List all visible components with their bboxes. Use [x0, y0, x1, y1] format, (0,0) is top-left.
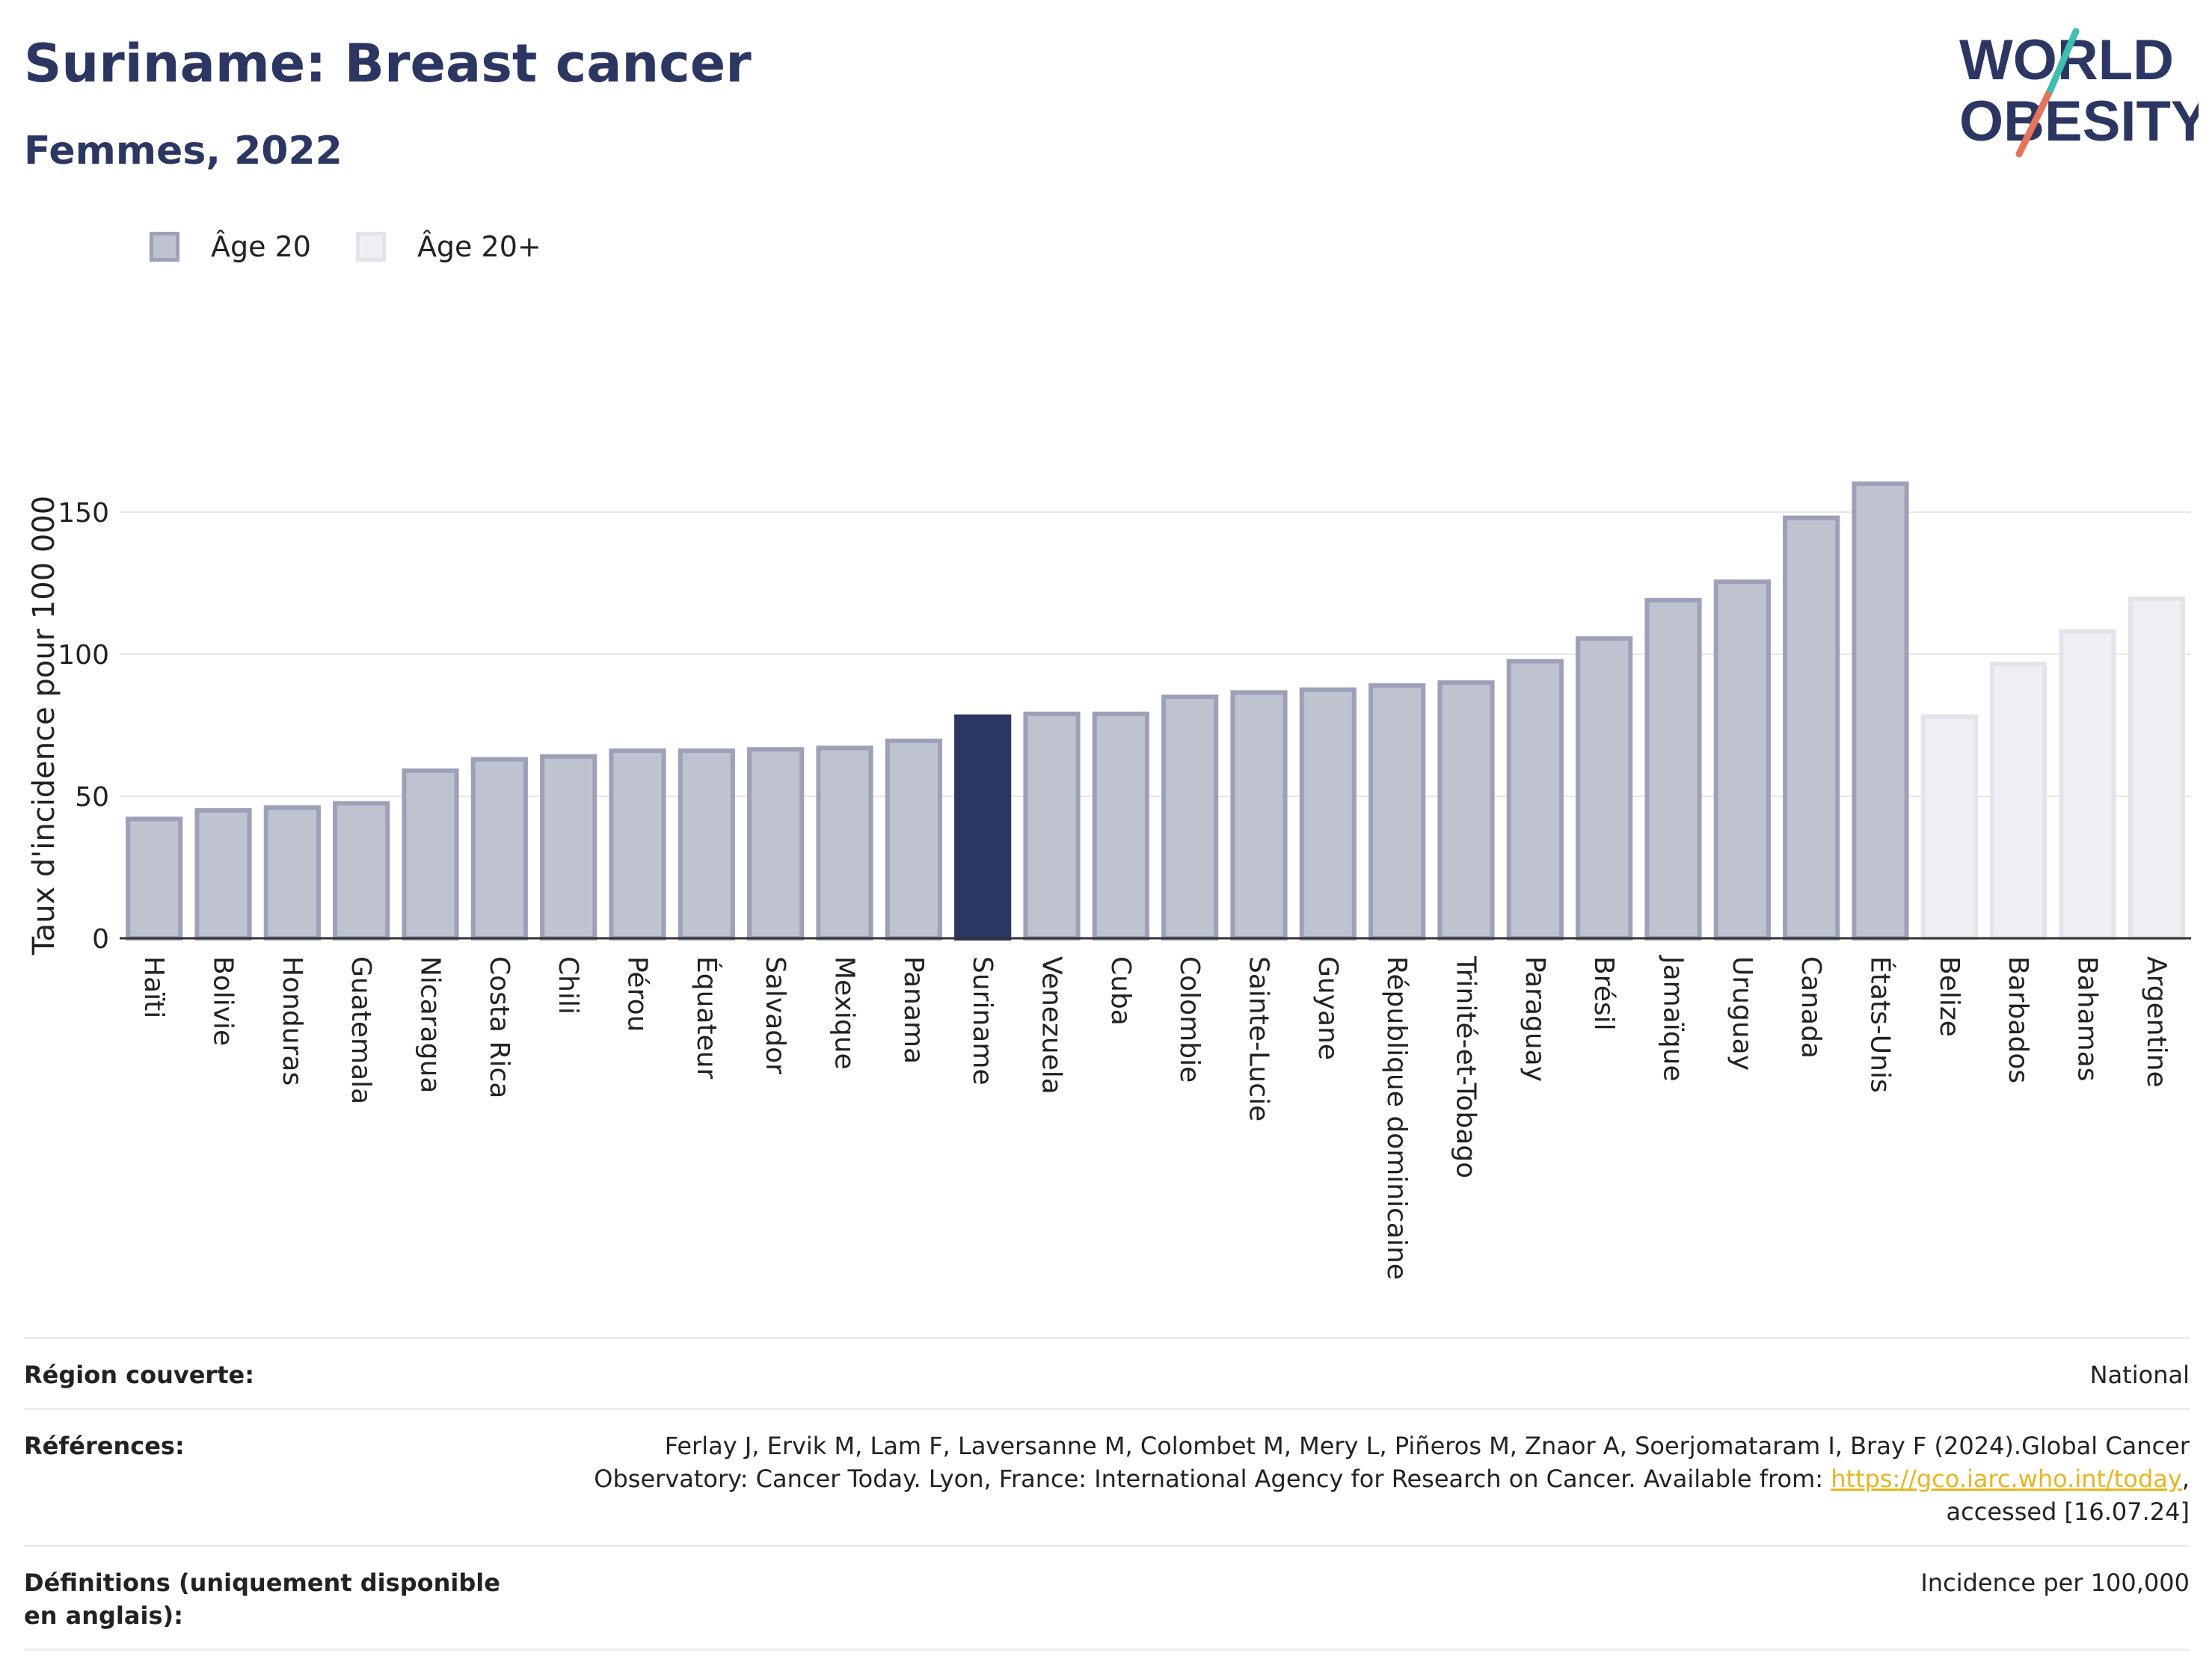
- legend-swatch-age20plus: [355, 232, 386, 262]
- x-tick-label: Équateur: [691, 956, 722, 1080]
- bar-28: [1990, 662, 2047, 941]
- world-obesity-logo: WORLD OBESITY: [1959, 28, 2199, 158]
- y-tick-label: 100: [58, 640, 109, 671]
- legend-item-age20[interactable]: Âge 20: [150, 230, 311, 263]
- x-tick-label: Belize: [1934, 956, 1964, 1037]
- x-tick-label: Uruguay: [1727, 956, 1757, 1071]
- references-text: Ferlay J, Ervik M, Lam F, Laversanne M, …: [594, 1432, 2190, 1493]
- bar-19: [1368, 683, 1426, 941]
- legend-label-age20plus: Âge 20+: [417, 230, 541, 263]
- bar-24: [1713, 579, 1771, 941]
- references-accessed: , accessed [16.07.24]: [1946, 1465, 2190, 1526]
- x-tick-label: Paraguay: [1520, 956, 1550, 1082]
- bar-2: [194, 808, 252, 941]
- x-tick-label: Panama: [898, 956, 929, 1064]
- bar-13: [954, 714, 1012, 941]
- references-label: Références:: [24, 1432, 185, 1460]
- bar-1: [126, 816, 183, 941]
- legend-label-age20: Âge 20: [211, 230, 311, 263]
- meta-row-references: Références: Ferlay J, Ervik M, Lam F, La…: [24, 1408, 2190, 1545]
- bar-20: [1437, 680, 1495, 941]
- logo-slash-red: [2015, 86, 2054, 158]
- bar-22: [1576, 636, 1633, 941]
- bar-5: [402, 768, 459, 941]
- x-tick-label: Costa Rica: [484, 956, 514, 1098]
- bar-8: [609, 748, 666, 941]
- x-tick-label: Honduras: [277, 956, 307, 1086]
- bar-12: [885, 738, 942, 941]
- definitions-value: Incidence per 100,000: [1920, 1569, 2190, 1597]
- x-tick-label: Bolivie: [208, 956, 239, 1046]
- x-tick-label: Guatemala: [345, 956, 376, 1104]
- x-tick-label: Argentine: [2141, 956, 2172, 1088]
- bar-21: [1506, 659, 1564, 941]
- page-title: Suriname: Breast cancer: [24, 33, 752, 94]
- x-tick-label: Pérou: [622, 956, 653, 1032]
- y-tick-label: 150: [58, 498, 109, 529]
- x-tick-label: Jamaïque: [1658, 955, 1689, 1082]
- y-axis-title: Taux d'incidence pour 100 000: [27, 496, 61, 955]
- bar-10: [747, 747, 805, 941]
- references-link[interactable]: https://gco.iarc.who.int/today: [1831, 1465, 2182, 1493]
- x-tick-label: Cuba: [1105, 956, 1136, 1026]
- y-tick-label: 50: [75, 782, 109, 813]
- bar-6: [470, 757, 528, 941]
- metadata-table: Région couverte: National Références: Fe…: [24, 1337, 2190, 1651]
- chart-legend: Âge 20 Âge 20+: [150, 224, 586, 269]
- references-value: Ferlay J, Ervik M, Lam F, Laversanne M, …: [582, 1429, 2190, 1528]
- x-tick-label: République dominicaine: [1381, 956, 1412, 1280]
- x-tick-label: Bahamas: [2072, 956, 2103, 1082]
- region-value: National: [2089, 1361, 2190, 1389]
- bar-30: [2127, 596, 2185, 941]
- bar-7: [540, 754, 597, 941]
- x-tick-label: Haïti: [138, 956, 169, 1018]
- bar-17: [1230, 690, 1288, 941]
- x-tick-label: Chili: [553, 956, 583, 1015]
- meta-row-region: Région couverte: National: [24, 1337, 2190, 1408]
- bar-23: [1644, 597, 1702, 941]
- bar-4: [333, 801, 390, 941]
- x-tick-label: Venezuela: [1036, 956, 1067, 1095]
- bar-25: [1783, 515, 1840, 941]
- x-tick-label: Mexique: [829, 956, 860, 1070]
- logo-slash-teal: [2047, 28, 2080, 93]
- bar-26: [1852, 481, 1909, 941]
- logo-line-2: OBESITY: [1959, 90, 2199, 153]
- bar-14: [1023, 711, 1081, 941]
- meta-row-definitions: Définitions (uniquement disponible en an…: [24, 1545, 2190, 1651]
- legend-item-age20plus[interactable]: Âge 20+: [355, 230, 541, 263]
- region-label: Région couverte:: [24, 1361, 254, 1389]
- x-tick-label: Suriname: [967, 956, 998, 1086]
- legend-swatch-age20: [150, 232, 179, 262]
- x-tick-label: Salvador: [760, 956, 790, 1074]
- x-tick-label: Guyane: [1312, 956, 1343, 1060]
- x-tick-label: Trinité-et-Tobago: [1451, 955, 1481, 1178]
- x-tick-label: Barbados: [2003, 956, 2033, 1083]
- y-tick-label: 0: [92, 924, 109, 955]
- bar-27: [1920, 714, 1978, 941]
- bar-29: [2059, 629, 2116, 941]
- x-tick-label: Nicaragua: [415, 956, 446, 1093]
- x-tick-label: États-Unis: [1865, 956, 1896, 1093]
- bar-16: [1161, 695, 1219, 941]
- x-tick-label: Sainte-Lucie: [1244, 956, 1274, 1121]
- bar-3: [263, 805, 321, 941]
- bar-11: [816, 745, 873, 941]
- x-tick-label: Brésil: [1588, 956, 1619, 1031]
- page-subtitle: Femmes, 2022: [24, 129, 342, 173]
- bar-9: [678, 748, 735, 941]
- definitions-label: Définitions (uniquement disponible en an…: [24, 1569, 500, 1630]
- x-tick-label: Canada: [1795, 956, 1826, 1059]
- bar-18: [1299, 687, 1357, 941]
- bar-15: [1092, 711, 1149, 941]
- x-tick-label: Colombie: [1174, 956, 1205, 1083]
